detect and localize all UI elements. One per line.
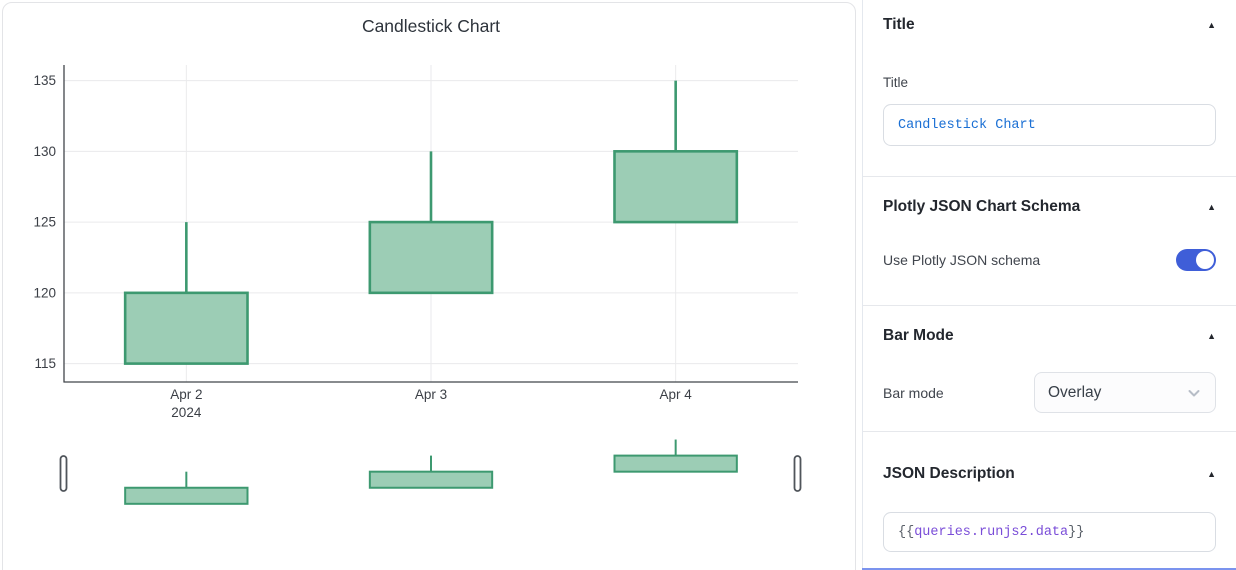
inspector-section-json-description: JSON Description ▲ {{queries.runjs2.data…	[863, 432, 1236, 552]
bar-mode-selected-value: Overlay	[1048, 383, 1102, 401]
inspector-section-bar-mode: Bar Mode ▲ Bar mode Overlay	[863, 306, 1236, 432]
inspector-section-title: Title ▲ Title Candlestick Chart	[863, 0, 1236, 177]
x-tick-label: Apr 3	[415, 387, 447, 402]
candlestick-chart[interactable]: Candlestick Chart 115 120 125 130 135 Apr 2 Apr…	[3, 3, 861, 570]
bar-mode-select[interactable]: Overlay	[1034, 372, 1216, 413]
candle-body	[368, 220, 494, 295]
y-tick-label: 130	[33, 144, 56, 159]
candle-body	[123, 291, 249, 365]
use-plotly-schema-label: Use Plotly JSON schema	[883, 252, 1041, 268]
bottom-accent-bar	[862, 568, 1236, 570]
y-tick-label: 125	[33, 215, 56, 230]
caret-up-icon[interactable]: ▲	[1207, 202, 1216, 212]
candle-body	[368, 470, 494, 489]
y-tick-label: 135	[33, 73, 56, 88]
section-title: Title	[883, 16, 915, 33]
caret-up-icon[interactable]: ▲	[1207, 469, 1216, 479]
caret-up-icon[interactable]: ▲	[1207, 331, 1216, 341]
title-input[interactable]: Candlestick Chart	[883, 104, 1216, 146]
title-field-label: Title	[883, 75, 909, 90]
section-header-bar-mode[interactable]: Bar Mode ▲	[883, 326, 1216, 346]
title-input-value: Candlestick Chart	[898, 117, 1036, 133]
section-title: Plotly JSON Chart Schema	[883, 198, 1081, 215]
use-plotly-schema-toggle[interactable]	[1176, 249, 1216, 271]
rangeslider-left-handle[interactable]	[59, 455, 68, 492]
inspector-section-plotly-schema: Plotly JSON Chart Schema ▲ Use Plotly JS…	[863, 177, 1236, 306]
rangeslider-right-handle[interactable]	[793, 455, 802, 492]
section-header-json-description[interactable]: JSON Description ▲	[883, 464, 1216, 484]
y-tick-label: 120	[33, 285, 56, 300]
caret-up-icon[interactable]: ▲	[1207, 20, 1216, 30]
inspector-panel: Title ▲ Title Candlestick Chart Plotly J…	[862, 0, 1236, 570]
template-close-braces: }}	[1068, 524, 1085, 540]
y-tick-label: 115	[34, 356, 56, 371]
candle-body	[613, 454, 738, 473]
section-header-plotly-schema[interactable]: Plotly JSON Chart Schema ▲	[883, 197, 1216, 217]
x-tick-label: Apr 4	[660, 387, 693, 402]
section-title: JSON Description	[883, 465, 1015, 482]
chevron-down-icon	[1188, 389, 1200, 396]
candle-body	[124, 486, 249, 505]
json-description-input[interactable]: {{queries.runjs2.data}}	[883, 512, 1216, 552]
section-title: Bar Mode	[883, 327, 954, 344]
candle-body	[613, 150, 739, 224]
chart-title: Candlestick Chart	[362, 16, 500, 36]
chart-card: Candlestick Chart 115 120 125 130 135 Apr 2 Apr…	[2, 2, 856, 570]
x-tick-label: Apr 2	[170, 387, 202, 402]
template-expression: queries.runjs2.data	[914, 524, 1069, 540]
bar-mode-label: Bar mode	[883, 384, 944, 401]
section-header-title[interactable]: Title ▲	[883, 15, 1216, 35]
toggle-knob	[1196, 251, 1214, 269]
x-axis-year-label: 2024	[171, 405, 202, 420]
template-open-braces: {{	[898, 524, 915, 540]
